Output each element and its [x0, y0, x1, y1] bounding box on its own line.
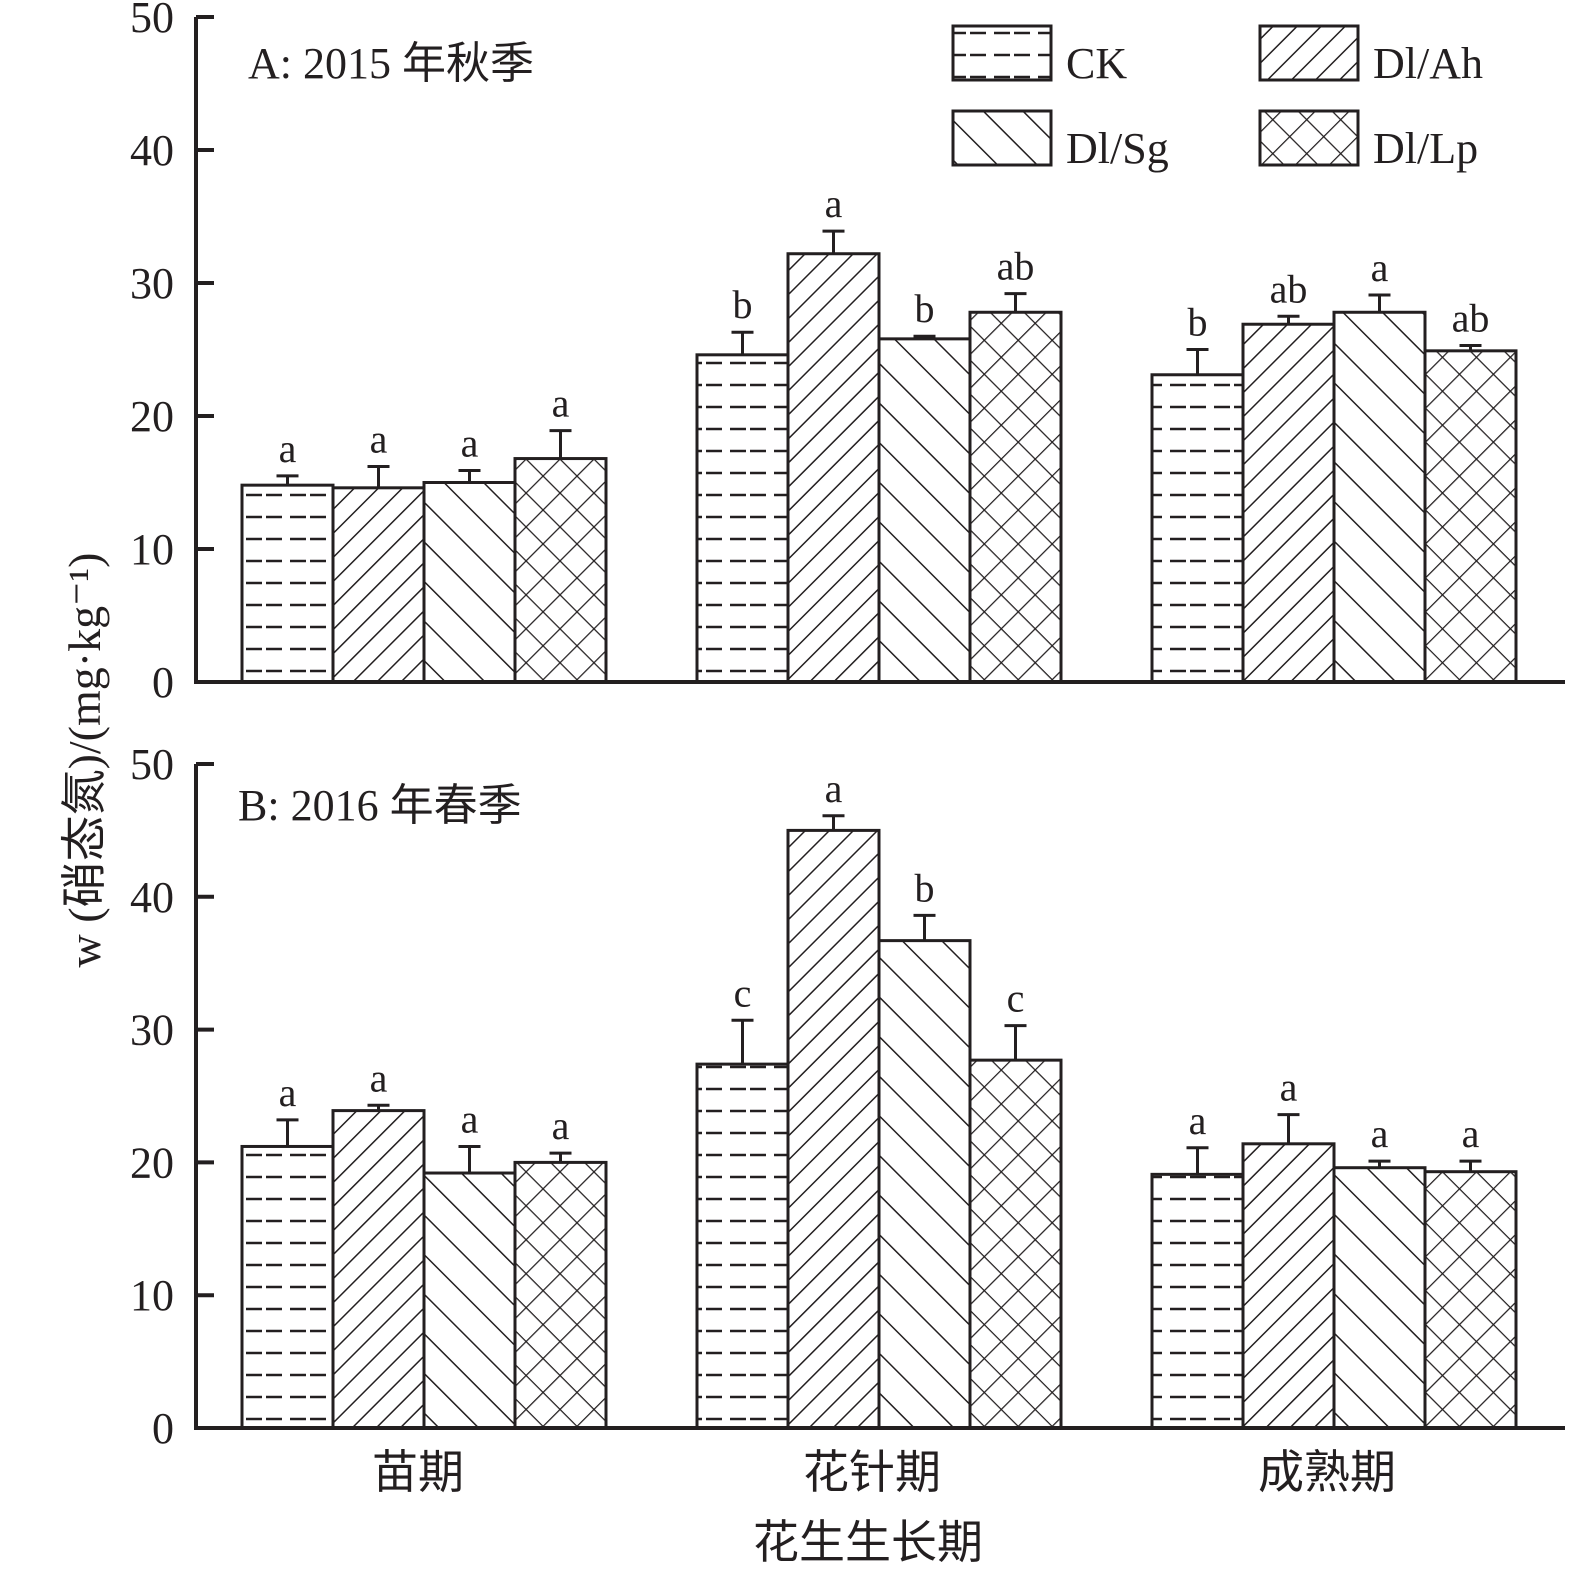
significance-letter: b	[733, 282, 753, 327]
bar-ck	[240, 1144, 335, 1430]
bar-dl-sg	[422, 1171, 517, 1430]
significance-letter: a	[279, 426, 297, 471]
legend: CK Dl/Ah Dl/Sg Dl/Lp	[951, 24, 1483, 173]
bar-dl-sg	[1332, 1166, 1427, 1430]
significance-letter: ab	[997, 244, 1035, 289]
y-tick-label: 10	[130, 1271, 174, 1320]
bar-dl-ah	[786, 828, 881, 1430]
bar-ck	[695, 1062, 790, 1430]
legend-swatch-dl-ah	[1258, 24, 1360, 82]
significance-letter: b	[1188, 300, 1208, 345]
panel-b-title: B: 2016 年春季	[238, 781, 522, 830]
bar-dl-lp	[968, 1058, 1063, 1430]
panel-b-y-axis: 0 10 20 30 40 50	[130, 740, 1565, 1453]
significance-letter: c	[1007, 976, 1025, 1021]
bar-dl-sg	[877, 939, 972, 1430]
bar-dl-ah	[331, 486, 426, 684]
significance-letter: a	[461, 1096, 479, 1141]
legend-label-dl-lp: Dl/Lp	[1373, 124, 1478, 173]
panel-b: B: 2016 年春季 a c a a a a a b a a c a 0 10 20 30 40 50	[130, 740, 1565, 1453]
y-tick-label: 0	[152, 1404, 174, 1453]
y-tick-label: 50	[130, 0, 174, 42]
panel-a-y-axis: 0 10 20 30 40 50	[130, 0, 1565, 707]
x-category-labels: 苗期 花针期 成熟期	[372, 1447, 1396, 1498]
significance-letter: a	[1462, 1111, 1480, 1156]
significance-letter: a	[825, 766, 843, 811]
significance-letter: a	[1371, 1111, 1389, 1156]
significance-letter: a	[1371, 245, 1389, 290]
legend-swatch-ck	[951, 24, 1053, 82]
significance-letter: b	[915, 865, 935, 910]
category-label-pegging: 花针期	[803, 1447, 941, 1498]
significance-letter: ab	[1452, 296, 1490, 341]
y-tick-label: 0	[152, 658, 174, 707]
significance-letter: c	[734, 970, 752, 1015]
bar-dl-sg	[1332, 310, 1427, 684]
significance-letter: b	[915, 286, 935, 331]
legend-label-dl-sg: Dl/Sg	[1066, 124, 1169, 173]
significance-letter: a	[461, 421, 479, 466]
significance-letter: a	[279, 1070, 297, 1115]
y-tick-label: 40	[130, 873, 174, 922]
legend-label-dl-ah: Dl/Ah	[1373, 39, 1483, 88]
category-label-maturity: 成熟期	[1258, 1447, 1396, 1498]
significance-letter: a	[552, 381, 570, 426]
y-tick-label: 50	[130, 740, 174, 789]
y-tick-label: 20	[130, 1138, 174, 1187]
panel-a-title: A: 2015 年秋季	[248, 39, 534, 88]
bar-ck	[695, 353, 790, 684]
y-tick-label: 30	[130, 259, 174, 308]
legend-swatch-dl-lp	[1258, 109, 1360, 167]
significance-letter: a	[552, 1103, 570, 1148]
legend-swatch-dl-sg	[951, 109, 1053, 167]
bar-dl-ah	[786, 252, 881, 684]
panel-b-bars: a c a a a a a b a a c a	[240, 766, 1518, 1430]
bar-dl-lp	[513, 1160, 608, 1430]
bar-dl-sg	[877, 337, 972, 684]
bar-dl-ah	[331, 1109, 426, 1430]
bar-dl-lp	[513, 457, 608, 684]
bar-dl-lp	[968, 310, 1063, 684]
significance-letter: a	[1189, 1098, 1207, 1143]
bar-ck	[1150, 373, 1245, 684]
x-axis-title: 花生生长期	[753, 1517, 983, 1568]
category-label-seedling: 苗期	[372, 1447, 464, 1498]
y-tick-label: 40	[130, 126, 174, 175]
legend-label-ck: CK	[1066, 39, 1127, 88]
bar-dl-ah	[1241, 322, 1336, 684]
bar-ck	[1150, 1172, 1245, 1430]
significance-letter: a	[1280, 1065, 1298, 1110]
bar-dl-sg	[422, 481, 517, 684]
y-tick-label: 30	[130, 1006, 174, 1055]
significance-letter: a	[370, 1055, 388, 1100]
y-tick-label: 20	[130, 392, 174, 441]
y-tick-label: 10	[130, 525, 174, 574]
bar-dl-ah	[1241, 1142, 1336, 1430]
bar-dl-lp	[1423, 349, 1518, 684]
y-axis-title: w (硝态氮)/(mg·kg⁻¹)	[59, 553, 110, 968]
bar-dl-lp	[1423, 1170, 1518, 1430]
significance-letter: ab	[1270, 266, 1308, 311]
significance-letter: a	[825, 181, 843, 226]
significance-letter: a	[370, 417, 388, 462]
bar-ck	[240, 483, 335, 684]
